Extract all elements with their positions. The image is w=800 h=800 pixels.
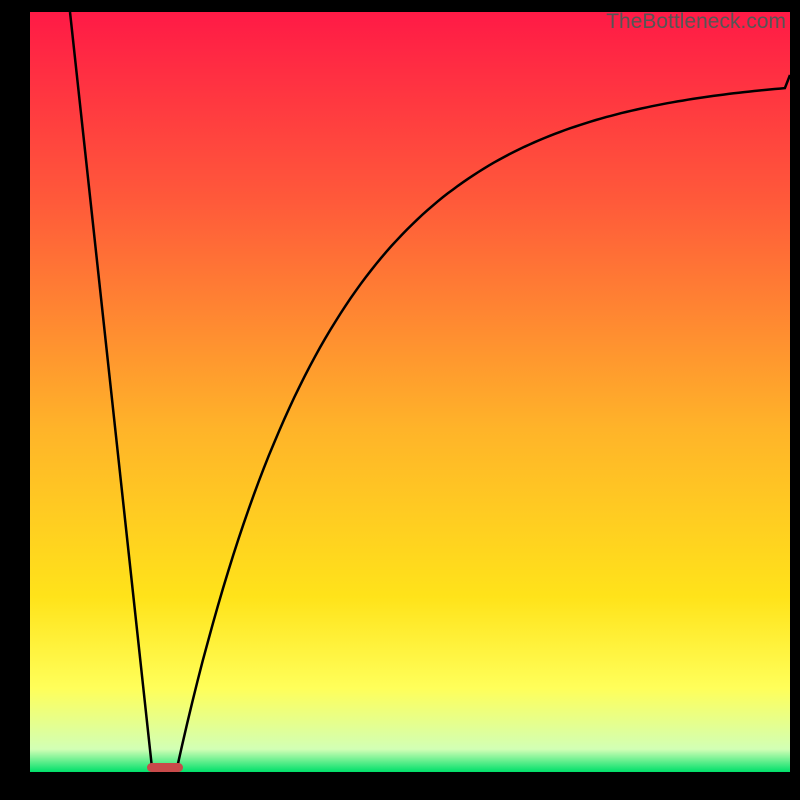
watermark-text: TheBottleneck.com (606, 10, 786, 34)
chart-plot-area (30, 12, 790, 772)
chart-curves (30, 12, 790, 772)
right-curve (177, 75, 790, 768)
valley-marker (147, 763, 183, 772)
left-line (70, 12, 152, 768)
